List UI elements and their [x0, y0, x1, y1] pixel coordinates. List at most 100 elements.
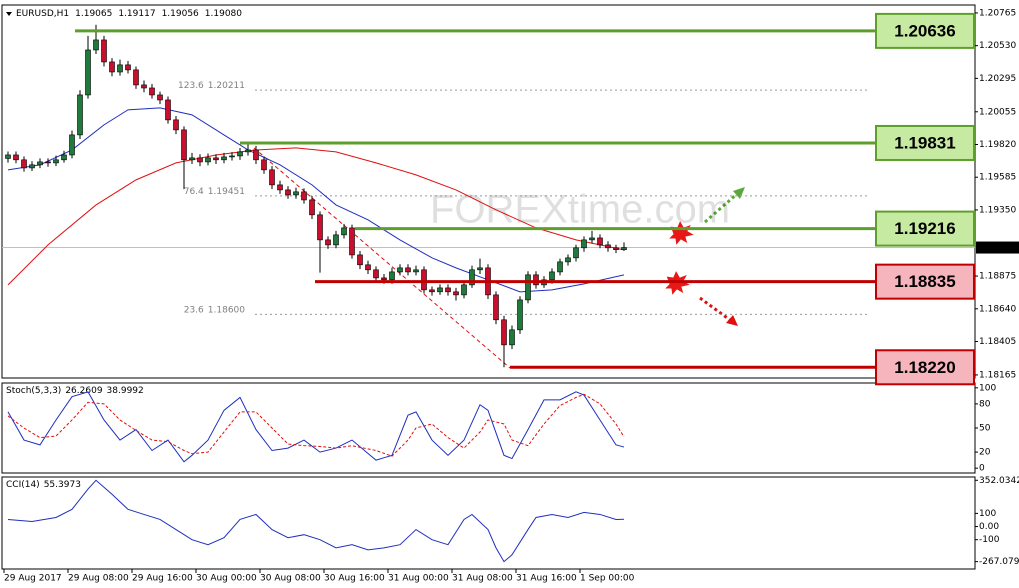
- candle-body: [469, 269, 475, 286]
- ohlc-value: 1.19117: [118, 9, 155, 19]
- level-box: [875, 349, 975, 386]
- x-tick-label: 30 Aug 00:00: [196, 574, 257, 584]
- candle-body: [565, 257, 571, 263]
- candle-body: [389, 271, 395, 281]
- level-label: 1.20636: [894, 21, 955, 40]
- moving-average: [7, 107, 625, 293]
- indicator-line: [7, 391, 625, 463]
- candle-body: [181, 129, 187, 161]
- y-tick-label: 1.20295: [979, 74, 1016, 84]
- candle-body: [165, 99, 171, 121]
- x-tick-label: 31 Aug 08:00: [452, 574, 513, 584]
- fibo-price: 1.19451: [208, 186, 245, 196]
- fibo-level: 76.4: [184, 186, 204, 196]
- ohlc-value: 1.19080: [205, 9, 242, 19]
- bearish-arrow: [699, 296, 738, 326]
- y-tick-label: 100: [979, 383, 996, 393]
- current-price-box: [976, 241, 1019, 254]
- candle-body: [501, 319, 507, 346]
- y-tick-label: 1.19350: [979, 205, 1016, 215]
- y-tick-label: 0: [979, 464, 985, 474]
- candle-body: [533, 274, 539, 286]
- indicator-name: Stoch(5,3,3): [6, 386, 61, 396]
- y-tick-label: -267.0793: [979, 557, 1019, 567]
- y-tick-label: 1.18165: [979, 370, 1016, 380]
- candle-body: [117, 64, 123, 73]
- indicator-value: 26.2609: [65, 386, 102, 396]
- candle-body: [13, 154, 19, 161]
- candle-body: [589, 237, 595, 241]
- indicator-title: Stoch(5,3,3) 26.2609 38.9992: [6, 386, 144, 396]
- fibo-level: 23.6: [184, 305, 204, 315]
- candle-body: [429, 289, 435, 293]
- moving-average: [7, 147, 625, 286]
- candle-body: [229, 155, 235, 158]
- candle-body: [461, 284, 467, 296]
- y-tick-label: 1.18405: [979, 337, 1016, 347]
- fibo-price: 1.20211: [208, 81, 245, 91]
- ohlc-value: 1.19065: [75, 9, 112, 19]
- candle-body: [109, 61, 115, 73]
- candle-body: [37, 161, 43, 166]
- candle-body: [317, 214, 323, 241]
- x-tick-label: 31 Aug 00:00: [388, 574, 449, 584]
- candle-body: [133, 69, 139, 86]
- trend-line: [253, 147, 511, 369]
- candle-body: [261, 159, 267, 171]
- x-tick-label: 29 Aug 2017: [4, 574, 62, 584]
- candle-body: [157, 94, 163, 101]
- symbol: EURUSD,H1: [16, 9, 69, 19]
- candle-body: [493, 294, 499, 321]
- x-tick-label: 1 Sep 00:00: [580, 574, 635, 584]
- candle-body: [21, 159, 27, 169]
- candle-body: [445, 287, 451, 293]
- candle-body: [333, 234, 339, 246]
- y-tick-label: 80: [979, 399, 991, 409]
- candle-body: [413, 269, 419, 273]
- indicator-value: 55.3973: [44, 480, 81, 490]
- bullish-arrow: [704, 187, 745, 224]
- candle-body: [141, 84, 147, 89]
- level-label: 1.18220: [894, 358, 955, 377]
- menu-arrow: [6, 12, 12, 16]
- y-tick-label: 1.18875: [979, 272, 1016, 282]
- candle-body: [349, 227, 355, 256]
- y-tick-label: -100: [979, 535, 1000, 545]
- candle-body: [405, 267, 411, 273]
- candle-body: [93, 39, 99, 51]
- candle-body: [365, 264, 371, 271]
- x-tick-label: 31 Aug 16:00: [516, 574, 577, 584]
- candle-body: [253, 149, 259, 161]
- candle-body: [173, 119, 179, 131]
- candle-body: [285, 189, 291, 196]
- y-tick-label: 50: [979, 424, 991, 434]
- y-tick-label: 1.20530: [979, 41, 1016, 51]
- y-tick-label: 20: [979, 448, 991, 458]
- candle-body: [197, 157, 203, 163]
- y-tick-label: 1.20765: [979, 8, 1016, 18]
- candle-body: [437, 287, 443, 293]
- candle-body: [373, 269, 379, 279]
- x-tick-label: 29 Aug 16:00: [132, 574, 193, 584]
- candle-body: [221, 156, 227, 161]
- candle-body: [597, 237, 603, 246]
- candle-body: [557, 261, 563, 273]
- level-box: [875, 210, 975, 247]
- candle-body: [269, 169, 275, 186]
- y-tick-label: 1.20055: [979, 107, 1016, 117]
- y-tick-label: 1.19585: [979, 173, 1016, 183]
- candle-body: [45, 161, 51, 164]
- candle-body: [301, 191, 307, 201]
- candle-body: [61, 154, 67, 161]
- candle-body: [325, 239, 331, 246]
- candle-body: [29, 164, 35, 169]
- fibo-label: 23.6 1.18600: [184, 305, 246, 315]
- x-tick-label: 30 Aug 08:00: [260, 574, 321, 584]
- candle-body: [453, 291, 459, 296]
- level-label: 1.19216: [894, 219, 955, 238]
- y-tick-label: 0.00: [979, 522, 999, 532]
- candle-body: [5, 154, 11, 159]
- x-tick-label: 30 Aug 16:00: [324, 574, 385, 584]
- level-label: 1.19831: [894, 133, 955, 152]
